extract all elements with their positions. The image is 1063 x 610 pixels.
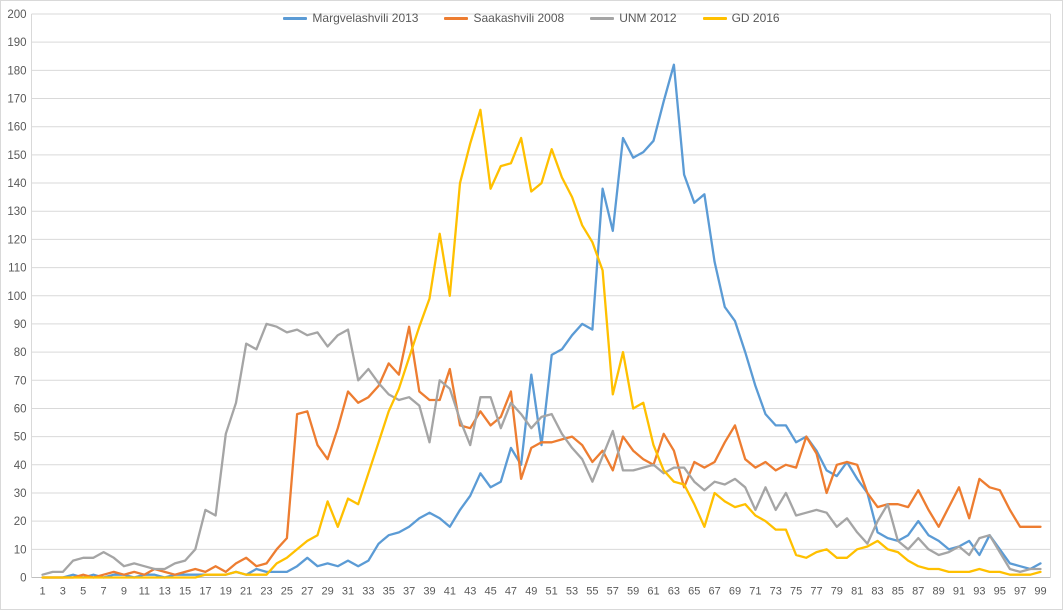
- x-axis-tick-label: 29: [322, 586, 334, 598]
- series-line-gd-2016: [41, 108, 1042, 579]
- x-axis-tick-label: 23: [260, 586, 272, 598]
- x-axis-tick-label: 19: [220, 586, 232, 598]
- x-axis-tick-label: 3: [60, 586, 66, 598]
- y-axis-tick-label: 160: [7, 122, 26, 134]
- x-axis-tick-label: 67: [708, 586, 720, 598]
- x-axis-tick-label: 97: [1014, 586, 1026, 598]
- y-axis-tick-label: 40: [14, 460, 27, 472]
- y-axis-tick-label: 90: [14, 319, 27, 331]
- y-axis-tick-label: 120: [7, 234, 26, 246]
- x-axis-tick-label: 73: [770, 586, 782, 598]
- y-axis-tick-label: 100: [7, 291, 26, 303]
- y-axis-tick-label: 50: [14, 432, 27, 444]
- y-axis-tick-label: 110: [8, 263, 26, 275]
- x-axis-tick-label: 15: [179, 586, 191, 598]
- y-axis-tick-label: 170: [7, 94, 26, 106]
- x-axis-tick-label: 69: [729, 586, 741, 598]
- x-axis-tick-label: 89: [933, 586, 945, 598]
- x-axis-tick-label: 59: [627, 586, 639, 598]
- y-axis-tick-label: 60: [14, 403, 27, 415]
- x-axis-tick-label: 49: [525, 586, 537, 598]
- series-line-margvelashvili-2013: [41, 63, 1042, 579]
- x-axis-tick-label: 39: [423, 586, 435, 598]
- x-axis-tick-label: 53: [566, 586, 578, 598]
- x-axis-tick-label: 1: [39, 586, 45, 598]
- series-line-saakashvili-2008: [41, 325, 1042, 579]
- x-axis-tick-label: 71: [749, 586, 761, 598]
- x-axis-tick-label: 51: [546, 586, 558, 598]
- x-axis-tick-label: 5: [80, 586, 86, 598]
- series-line-unm-2012: [41, 322, 1042, 576]
- x-axis-tick-label: 87: [912, 586, 924, 598]
- x-axis-tick-label: 83: [871, 586, 883, 598]
- y-axis-tick-label: 20: [14, 516, 27, 528]
- y-axis-tick-label: 80: [14, 347, 27, 359]
- x-axis-tick-label: 93: [973, 586, 985, 598]
- y-axis-tick-label: 10: [14, 544, 27, 556]
- x-axis-tick-label: 25: [281, 586, 293, 598]
- x-axis-tick-label: 63: [668, 586, 680, 598]
- x-axis-tick-label: 33: [362, 586, 374, 598]
- y-axis-tick-label: 130: [7, 206, 26, 218]
- x-axis-tick-label: 7: [101, 586, 107, 598]
- x-axis-tick-label: 47: [505, 586, 517, 598]
- x-axis-tick-label: 45: [484, 586, 496, 598]
- x-axis-tick-label: 13: [159, 586, 171, 598]
- x-axis-tick-label: 65: [688, 586, 700, 598]
- y-axis-tick-label: 190: [7, 37, 26, 49]
- x-axis-tick-label: 57: [607, 586, 619, 598]
- x-axis-tick-label: 41: [444, 586, 456, 598]
- y-axis-tick-label: 140: [7, 178, 26, 190]
- x-axis-tick-label: 55: [586, 586, 598, 598]
- x-axis-tick-label: 81: [851, 586, 863, 598]
- x-axis-tick-label: 21: [240, 586, 252, 598]
- x-axis-tick-label: 11: [139, 586, 150, 598]
- y-axis-tick-label: 70: [14, 375, 27, 387]
- x-axis-tick-label: 85: [892, 586, 904, 598]
- x-axis-tick-label: 95: [994, 586, 1006, 598]
- x-axis-tick-label: 37: [403, 586, 415, 598]
- x-axis-tick-label: 17: [199, 586, 211, 598]
- y-axis-tick-label: 30: [14, 488, 27, 500]
- y-axis-tick-label: 200: [7, 9, 26, 21]
- x-axis-tick-label: 99: [1034, 586, 1046, 598]
- x-axis-tick-label: 27: [301, 586, 313, 598]
- y-axis-tick-label: 150: [7, 150, 26, 162]
- x-axis-tick-label: 61: [647, 586, 659, 598]
- x-axis-tick-label: 35: [383, 586, 395, 598]
- y-axis-tick-label: 180: [7, 65, 26, 77]
- x-axis-tick-label: 79: [831, 586, 843, 598]
- y-axis-tick-label: 0: [20, 573, 26, 585]
- x-axis-tick-label: 77: [810, 586, 822, 598]
- x-axis-tick-label: 31: [342, 586, 354, 598]
- x-axis-tick-label: 75: [790, 586, 802, 598]
- x-axis-tick-label: 91: [953, 586, 965, 598]
- x-axis-tick-label: 9: [121, 586, 127, 598]
- x-axis-tick-label: 43: [464, 586, 476, 598]
